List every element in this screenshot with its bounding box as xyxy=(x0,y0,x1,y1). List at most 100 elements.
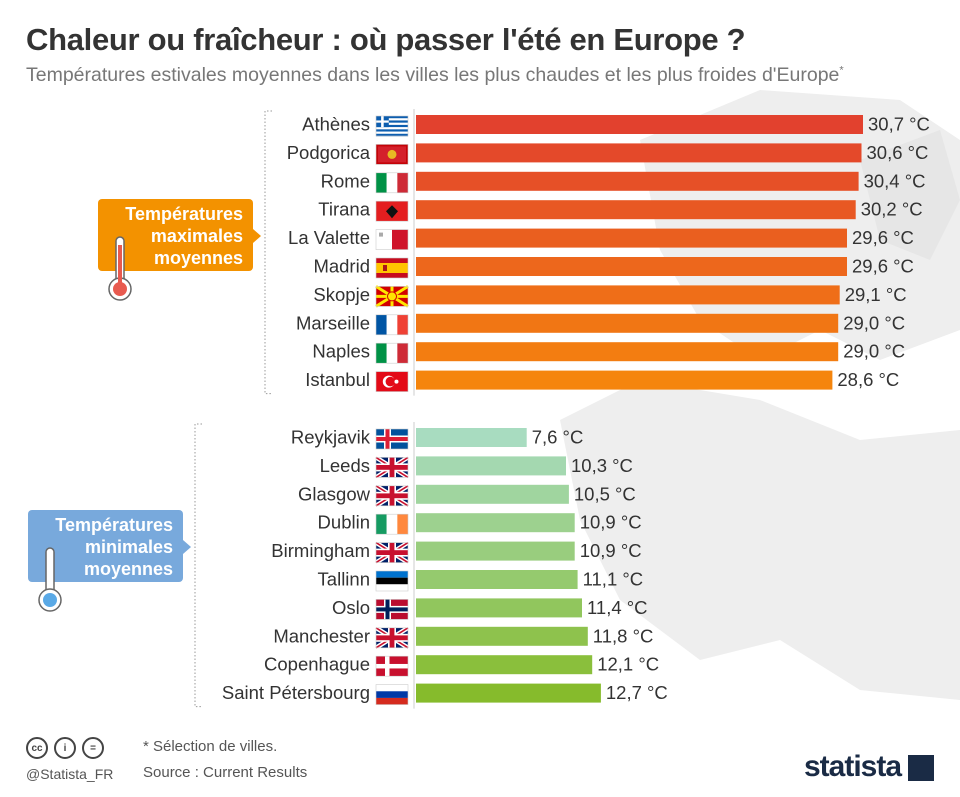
value-label: 11,4 °C xyxy=(587,597,648,618)
bar xyxy=(416,541,575,561)
category-label: Glasgow xyxy=(298,483,371,504)
badge-box xyxy=(98,199,253,271)
thermometer-icon xyxy=(38,547,62,612)
category-label: Podgorica xyxy=(287,142,371,163)
flag-border xyxy=(375,655,409,677)
flag-part xyxy=(376,116,408,119)
source-note: Source : Current Results xyxy=(143,764,308,781)
flag-it-icon xyxy=(375,172,409,194)
flag-part xyxy=(376,120,408,123)
category-label: Copenhague xyxy=(264,654,370,675)
bar xyxy=(416,513,575,533)
flag-part xyxy=(376,122,408,126)
flag-part xyxy=(376,131,408,135)
brand-logo: statista xyxy=(804,750,902,783)
thermometer-fill xyxy=(43,593,57,607)
flag-ie-icon xyxy=(375,513,409,535)
flag-no-icon xyxy=(375,599,409,620)
category-label: Skopje xyxy=(313,284,370,305)
badge-label: maximales xyxy=(151,226,243,246)
flag-part xyxy=(376,577,408,585)
flag-gb-icon xyxy=(374,483,410,508)
flag-part xyxy=(392,229,408,250)
value-label: 29,0 °C xyxy=(843,341,905,362)
flag-border xyxy=(375,457,409,478)
license-icons: cc i = xyxy=(26,737,104,759)
no-derivatives-icon: = xyxy=(82,737,104,759)
flag-border xyxy=(375,371,409,392)
flag-border xyxy=(375,684,409,705)
flag-part xyxy=(376,571,408,578)
value-label: 10,5 °C xyxy=(574,483,636,504)
value-label: 29,6 °C xyxy=(852,256,914,277)
category-label: Birmingham xyxy=(271,540,370,561)
value-label: 29,0 °C xyxy=(843,312,905,333)
category-label: Istanbul xyxy=(305,369,370,390)
flag-border xyxy=(375,200,409,222)
flag-part xyxy=(397,343,408,364)
badge-pointer xyxy=(253,229,261,243)
flag-part xyxy=(376,691,408,698)
category-label: Leeds xyxy=(320,455,370,476)
value-label: 30,6 °C xyxy=(867,142,929,163)
flag-part xyxy=(376,133,408,137)
category-label: Oslo xyxy=(332,597,370,618)
flag-border xyxy=(375,570,409,592)
value-label: 7,6 °C xyxy=(532,427,584,448)
flag-part xyxy=(376,514,387,535)
value-label: 11,8 °C xyxy=(593,625,654,646)
bar xyxy=(416,171,859,191)
value-label: 28,6 °C xyxy=(837,369,899,390)
bar xyxy=(416,228,847,248)
flag-part xyxy=(376,120,389,123)
category-label: Reykjavik xyxy=(291,427,371,448)
flag-part xyxy=(376,493,408,499)
bar xyxy=(416,570,578,589)
category-label: Manchester xyxy=(273,625,370,646)
footnote: * Sélection de villes. xyxy=(143,738,278,755)
flag-part xyxy=(387,149,397,159)
bar xyxy=(416,655,593,675)
flag-part xyxy=(379,232,383,237)
value-label: 10,9 °C xyxy=(580,540,642,561)
value-label: 10,9 °C xyxy=(580,512,642,533)
bar xyxy=(416,143,862,163)
flag-part xyxy=(383,265,387,271)
flag-part xyxy=(376,635,408,641)
flag-part xyxy=(386,314,398,335)
subtitle-text: Températures estivales moyennes dans les… xyxy=(26,64,840,86)
badge-label: minimales xyxy=(85,537,173,557)
category-label: Naples xyxy=(312,341,370,362)
category-label: Madrid xyxy=(313,256,370,277)
flag-part xyxy=(376,263,408,273)
bar xyxy=(416,200,856,220)
flag-border xyxy=(375,513,409,535)
thermometer-fill xyxy=(113,282,127,296)
flag-part xyxy=(376,314,387,335)
flag-border xyxy=(375,485,409,507)
value-label: 29,1 °C xyxy=(845,284,907,305)
flag-gb-icon xyxy=(374,455,410,480)
category-label: Tirana xyxy=(318,199,370,220)
badge-label: Températures xyxy=(55,515,173,535)
flag-part xyxy=(376,129,408,132)
bar xyxy=(416,683,601,703)
flag-part xyxy=(385,376,396,387)
flag-border xyxy=(375,428,409,450)
bar xyxy=(416,456,566,476)
social-handle: @Statista_FR xyxy=(26,766,114,782)
map-shape xyxy=(560,380,960,700)
value-label: 12,7 °C xyxy=(606,682,668,703)
thermometer-fill xyxy=(118,245,122,285)
flag-dk-icon xyxy=(375,655,409,677)
category-label: Marseille xyxy=(296,312,370,333)
value-label: 12,1 °C xyxy=(597,654,659,675)
bar xyxy=(416,257,847,276)
bar xyxy=(416,342,839,362)
flag-part xyxy=(397,314,408,335)
flag-part xyxy=(386,343,398,364)
bar-chart: Athènes 30,7 °C Podgorica 30,6 °C Rome 30,4 °… xyxy=(28,90,960,709)
